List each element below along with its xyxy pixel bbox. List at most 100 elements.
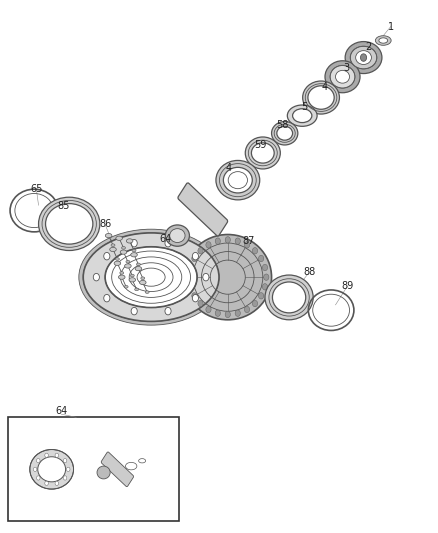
Ellipse shape [135,288,139,291]
Ellipse shape [105,247,197,308]
Ellipse shape [126,260,130,263]
Ellipse shape [293,109,312,123]
Ellipse shape [105,233,112,238]
Text: 4: 4 [322,83,328,92]
Circle shape [258,293,264,299]
Ellipse shape [245,137,280,169]
Ellipse shape [129,278,136,282]
Ellipse shape [251,143,274,163]
Circle shape [206,306,211,313]
Ellipse shape [120,250,127,254]
Ellipse shape [139,280,146,285]
Ellipse shape [336,70,350,83]
Ellipse shape [124,286,128,288]
Ellipse shape [122,246,126,249]
Text: 59: 59 [254,140,267,150]
Text: 3: 3 [343,63,349,72]
Circle shape [262,284,268,290]
Circle shape [215,310,220,317]
Circle shape [262,264,268,271]
Ellipse shape [116,236,123,240]
Ellipse shape [114,261,120,265]
Ellipse shape [118,275,125,279]
Circle shape [244,241,250,248]
Text: 58: 58 [276,120,289,130]
Circle shape [215,238,220,244]
Bar [8,417,179,521]
Circle shape [45,453,48,457]
Ellipse shape [83,233,219,321]
Ellipse shape [141,277,145,279]
Ellipse shape [46,204,93,244]
Ellipse shape [126,239,133,243]
Ellipse shape [145,291,149,294]
Circle shape [258,255,264,262]
Ellipse shape [170,229,185,243]
Circle shape [187,274,192,280]
Text: 64: 64 [159,234,172,244]
Text: 1: 1 [388,22,394,31]
Circle shape [203,273,209,281]
Ellipse shape [110,247,117,252]
Circle shape [244,306,250,313]
Circle shape [64,476,67,480]
FancyBboxPatch shape [178,183,228,236]
Ellipse shape [137,263,140,265]
Text: 87: 87 [243,236,255,246]
Ellipse shape [325,61,360,93]
Ellipse shape [38,457,66,482]
Text: 86: 86 [99,220,111,229]
Text: 65: 65 [30,184,42,194]
Ellipse shape [115,258,119,260]
Ellipse shape [308,86,334,109]
Ellipse shape [272,122,298,145]
FancyBboxPatch shape [101,452,134,487]
Ellipse shape [184,235,272,320]
Ellipse shape [330,66,355,88]
Text: 2: 2 [365,42,371,52]
Ellipse shape [303,81,339,114]
Circle shape [192,253,198,260]
Ellipse shape [120,272,124,274]
Ellipse shape [166,225,189,246]
Text: 5: 5 [301,102,307,111]
Ellipse shape [125,264,131,268]
Circle shape [264,274,269,280]
Ellipse shape [356,51,371,64]
Circle shape [198,248,203,254]
Ellipse shape [83,233,219,321]
Circle shape [104,253,110,260]
Text: 64: 64 [55,407,67,416]
Ellipse shape [379,38,388,43]
Circle shape [192,293,197,299]
Ellipse shape [131,274,134,277]
Circle shape [165,308,171,315]
Circle shape [206,241,211,248]
Ellipse shape [39,197,100,251]
Circle shape [36,458,40,463]
Ellipse shape [111,244,115,247]
Circle shape [225,311,230,318]
Circle shape [131,308,137,315]
Circle shape [188,284,193,290]
Text: 88: 88 [304,267,316,277]
Ellipse shape [97,466,110,479]
Circle shape [36,476,40,480]
Circle shape [45,481,48,486]
Circle shape [225,237,230,243]
Ellipse shape [79,229,223,325]
Ellipse shape [330,66,355,88]
Circle shape [188,264,193,271]
Circle shape [131,239,137,247]
Ellipse shape [216,160,260,200]
Ellipse shape [135,266,142,271]
Ellipse shape [272,282,306,313]
Circle shape [55,453,59,457]
Circle shape [93,273,99,281]
Text: 89: 89 [341,281,353,291]
Ellipse shape [30,449,74,489]
Circle shape [252,248,258,254]
Ellipse shape [265,275,313,320]
Circle shape [198,300,203,306]
Circle shape [64,458,67,463]
